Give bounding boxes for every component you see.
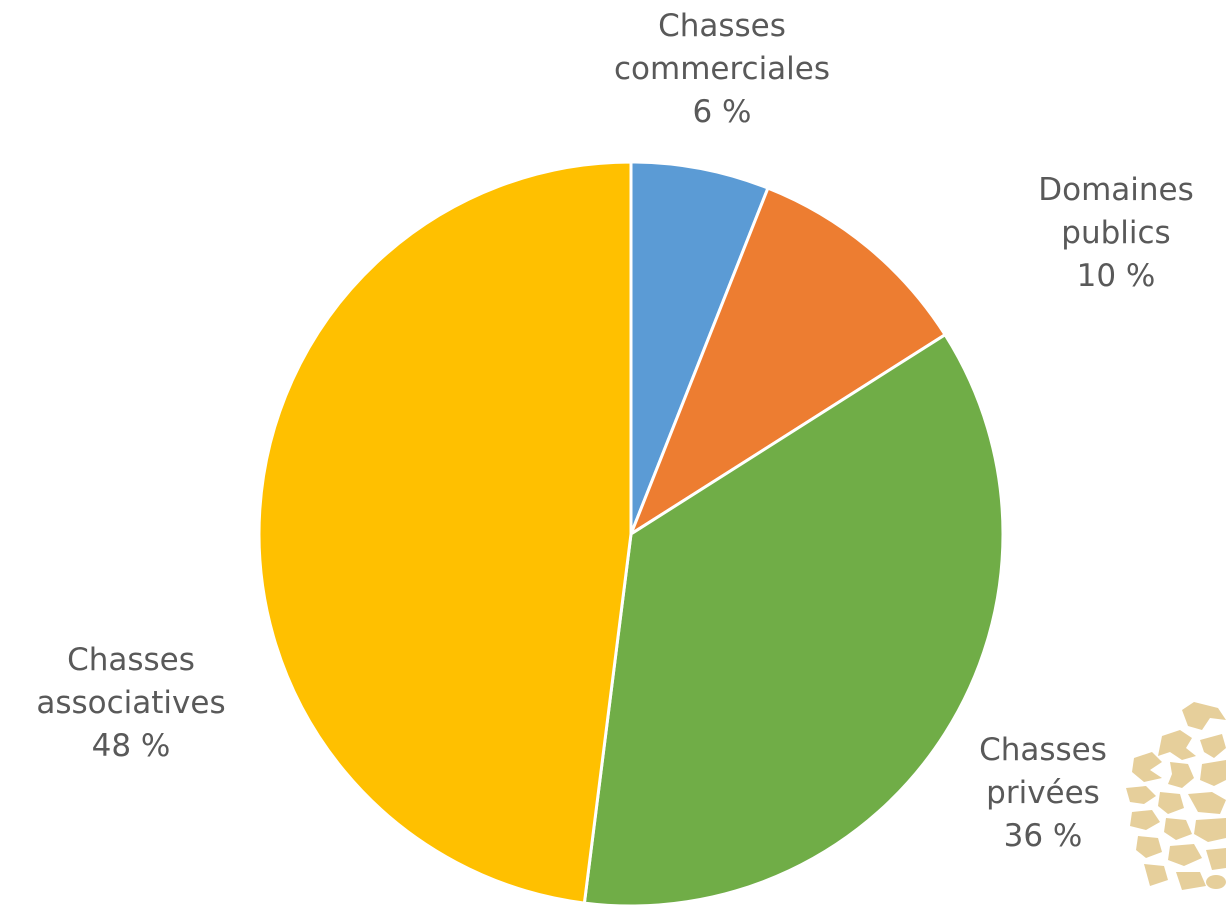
pie-slice-0 <box>629 160 770 535</box>
data-label-category: Chasses <box>979 732 1107 768</box>
data-label-value: 10 % <box>1077 258 1156 294</box>
pie-slice-3 <box>257 160 633 905</box>
data-label-category: Chasses <box>658 8 786 44</box>
data-label-3: Chasses associatives 48 % <box>36 642 225 764</box>
data-label-category: Chasses <box>67 642 195 678</box>
pie-slice-1 <box>627 186 948 538</box>
pie-slices <box>257 160 1005 906</box>
data-label-2: Chasses privées 36 % <box>979 732 1107 854</box>
data-label-value: 48 % <box>92 728 171 764</box>
data-label-0: Chasses commerciales 6 % <box>614 8 830 130</box>
data-label-value: 6 % <box>692 94 751 130</box>
data-label-value: 36 % <box>1004 818 1083 854</box>
data-label-1: Domaines publics 10 % <box>1038 172 1194 294</box>
wildlife-silhouettes-icon <box>1126 702 1226 890</box>
data-label-category: publics <box>1061 215 1170 251</box>
data-label-category: privées <box>986 775 1100 811</box>
data-label-category: commerciales <box>614 51 830 87</box>
data-label-category: Domaines <box>1038 172 1194 208</box>
pie-slice-2 <box>582 332 1005 906</box>
data-label-category: associatives <box>36 685 225 721</box>
pie-data-labels: Chasses commerciales 6 % Domaines publics 10 … <box>36 8 1193 854</box>
